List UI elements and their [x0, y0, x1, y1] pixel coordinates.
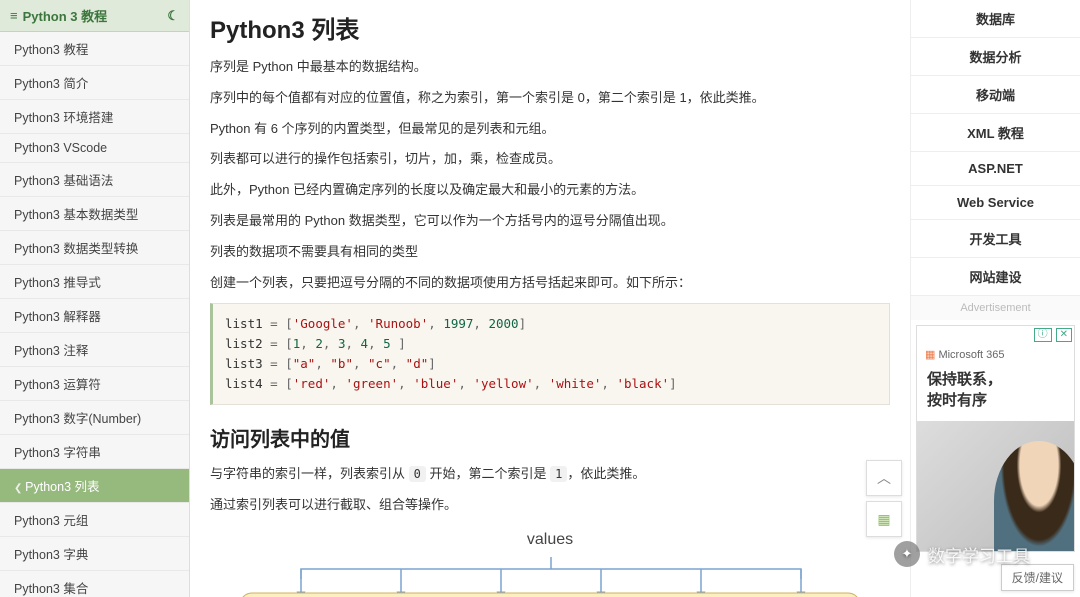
sidebar-header: ≡ Python 3 教程 ☾ [0, 0, 189, 32]
dark-mode-icon[interactable]: ☾ [167, 8, 179, 24]
inline-code: 0 [409, 466, 426, 482]
category-link[interactable]: ASP.NET [911, 152, 1080, 186]
sidebar-item[interactable]: Python3 列表 [0, 469, 189, 503]
paragraph: 列表都可以进行的操作包括索引，切片，加，乘，检查成员。 [210, 149, 890, 170]
diagram-top-label: values [210, 531, 890, 549]
paragraph: 与字符串的索引一样，列表索引从 0 开始，第二个索引是 1，依此类推。 [210, 464, 890, 485]
scroll-top-button[interactable]: ︿ [866, 460, 902, 496]
list-index-diagram: values 'red''green''blue''yellow''white'… [210, 531, 890, 597]
category-link[interactable]: 数据库 [911, 0, 1080, 38]
sidebar-item[interactable]: Python3 注释 [0, 333, 189, 367]
paragraph: 创建一个列表，只要把逗号分隔的不同的数据项使用方括号括起来即可。如下所示： [210, 273, 890, 294]
sidebar-item[interactable]: Python3 环境搭建 [0, 100, 189, 134]
sidebar-item[interactable]: Python3 基础语法 [0, 163, 189, 197]
sidebar-item[interactable]: Python3 数字(Number) [0, 401, 189, 435]
sidebar-item[interactable]: Python3 基本数据类型 [0, 197, 189, 231]
ad-image [917, 421, 1074, 551]
sidebar-item[interactable]: Python3 字符串 [0, 435, 189, 469]
sidebar-item[interactable]: Python3 运算符 [0, 367, 189, 401]
paragraph: 通过索引列表可以进行截取、组合等操作。 [210, 495, 890, 516]
ad-box[interactable]: ⓘ ✕ Microsoft 365 保持联系， 按时有序 [916, 325, 1075, 552]
paragraph: Python 有 6 个序列的内置类型，但最常见的是列表和元组。 [210, 119, 890, 140]
ad-text: 保持联系， 按时有序 [917, 365, 1074, 421]
sidebar-item[interactable]: Python3 解释器 [0, 299, 189, 333]
paragraph: 此外，Python 已经内置确定序列的长度以及确定最大和最小的元素的方法。 [210, 180, 890, 201]
right-rail: 数据库数据分析移动端XML 教程ASP.NETWeb Service开发工具网站… [910, 0, 1080, 597]
article-main: Python3 列表 序列是 Python 中最基本的数据结构。序列中的每个值都… [190, 0, 910, 597]
code-block-lists: list1 = ['Google', 'Runoob', 1997, 2000]… [210, 303, 890, 405]
feedback-button[interactable]: 反馈/建议 [1001, 564, 1074, 591]
qr-code-button[interactable]: ▦ [866, 501, 902, 537]
page-title: Python3 列表 [210, 10, 890, 45]
ad-label: Advertisement [911, 296, 1080, 320]
category-link[interactable]: XML 教程 [911, 114, 1080, 152]
sidebar-item[interactable]: Python3 集合 [0, 571, 189, 597]
ad-info-icon[interactable]: ⓘ [1034, 328, 1052, 342]
section-heading: 访问列表中的值 [210, 423, 890, 452]
category-link[interactable]: 移动端 [911, 76, 1080, 114]
sidebar-item[interactable]: Python3 字典 [0, 537, 189, 571]
menu-icon: ≡ [10, 8, 18, 23]
sidebar-item[interactable]: Python3 推导式 [0, 265, 189, 299]
paragraph: 列表的数据项不需要具有相同的类型 [210, 242, 890, 263]
sidebar-item[interactable]: Python3 简介 [0, 66, 189, 100]
category-link[interactable]: 数据分析 [911, 38, 1080, 76]
diagram-svg: 'red''green''blue''yellow''white''black'… [230, 553, 870, 597]
paragraph: 列表是最常用的 Python 数据类型，它可以作为一个方括号内的逗号分隔值出现。 [210, 211, 890, 232]
sidebar-item[interactable]: Python3 数据类型转换 [0, 231, 189, 265]
category-link[interactable]: Web Service [911, 186, 1080, 220]
paragraph: 序列是 Python 中最基本的数据结构。 [210, 57, 890, 78]
category-link[interactable]: 网站建设 [911, 258, 1080, 296]
sidebar-item[interactable]: Python3 教程 [0, 32, 189, 66]
category-link[interactable]: 开发工具 [911, 220, 1080, 258]
sidebar-nav: ≡ Python 3 教程 ☾ Python3 教程Python3 简介Pyth… [0, 0, 190, 597]
sidebar-title: Python 3 教程 [23, 6, 108, 25]
sidebar-item[interactable]: Python3 VScode [0, 134, 189, 163]
ad-close-icon[interactable]: ✕ [1056, 328, 1072, 342]
paragraph: 序列中的每个值都有对应的位置值，称之为索引，第一个索引是 0，第二个索引是 1，… [210, 88, 890, 109]
sidebar-item[interactable]: Python3 元组 [0, 503, 189, 537]
inline-code: 1 [550, 466, 567, 482]
ad-brand: Microsoft 365 [917, 344, 1074, 365]
